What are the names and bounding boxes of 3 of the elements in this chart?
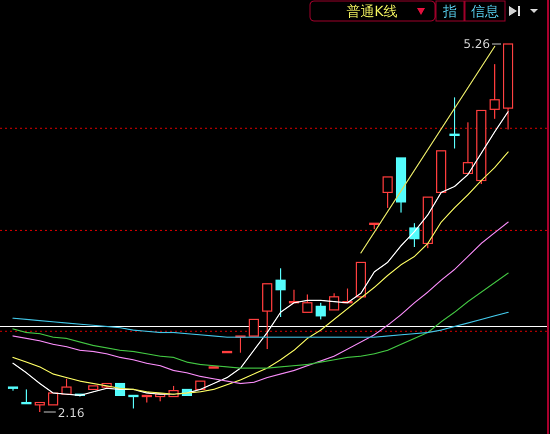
annotation: 5.26 <box>463 37 490 51</box>
annotation: 2.16 <box>58 406 84 420</box>
toolbar: 普通K线 指 信息 <box>310 0 538 22</box>
